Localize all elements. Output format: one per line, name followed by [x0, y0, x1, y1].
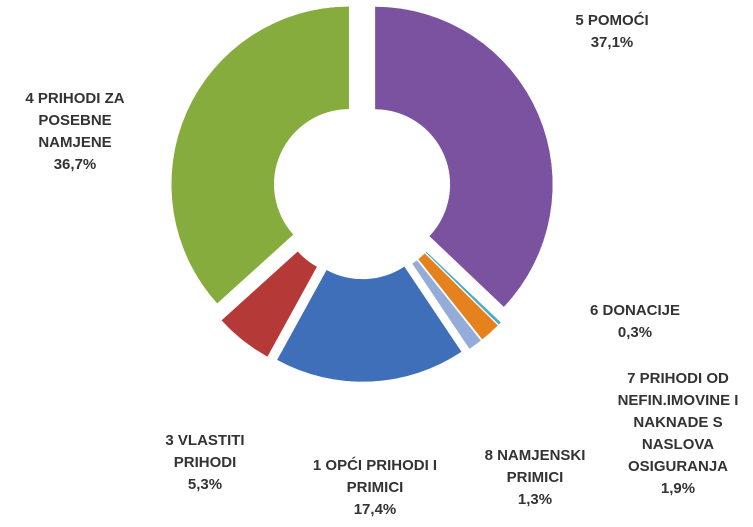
donut-slice	[425, 251, 502, 326]
slice-value: 17,4%	[353, 501, 397, 518]
slice-name: 5 POMOĆI	[575, 12, 649, 29]
slice-label: 3 VLASTITI PRIHODI 5,3%	[155, 430, 255, 496]
slice-value: 1,9%	[660, 480, 696, 497]
donut-slice	[276, 265, 463, 383]
slice-name: 3 VLASTITI PRIHODI	[165, 432, 245, 471]
slice-name: 1 OPĆI PRIHODI I PRIMICI	[312, 457, 438, 496]
slice-value: 5,3%	[187, 476, 223, 493]
slice-label: 5 POMOĆI 37,1%	[542, 10, 682, 54]
slice-name: 6 DONACIJE	[589, 302, 681, 319]
slice-value: 37,1%	[590, 34, 634, 51]
donut-slice	[417, 252, 499, 341]
slice-label: 6 DONACIJE 0,3%	[575, 300, 695, 344]
donut-slice	[220, 250, 318, 358]
slice-value: 1,3%	[517, 491, 553, 508]
donut-slice	[170, 6, 350, 305]
slice-name: 8 NAMJENSKI PRIMICI	[484, 447, 586, 486]
donut-slice	[374, 6, 554, 308]
slice-value: 0,3%	[617, 324, 653, 341]
slice-value: 36,7%	[53, 156, 97, 173]
slice-label: 4 PRIHODI ZA POSEBNE NAMJENE 36,7%	[18, 88, 133, 176]
slice-name: 4 PRIHODI ZA POSEBNE NAMJENE	[25, 90, 125, 151]
slice-name: 7 PRIHODI OD NEFIN.IMOVINE I NAKNADE S N…	[617, 370, 739, 475]
slice-label: 8 NAMJENSKI PRIMICI 1,3%	[480, 445, 590, 511]
slice-label: 1 OPĆI PRIHODI I PRIMICI 17,4%	[305, 455, 445, 521]
donut-slice	[411, 259, 482, 350]
slice-label: 7 PRIHODI OD NEFIN.IMOVINE I NAKNADE S N…	[608, 368, 748, 500]
